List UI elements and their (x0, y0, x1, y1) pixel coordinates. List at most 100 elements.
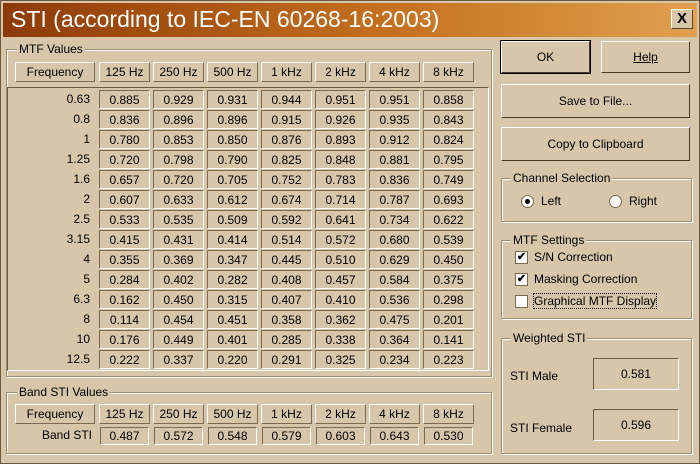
mtf-value-cell: 0.693 (423, 190, 474, 209)
mtf-header-frequency: Frequency (15, 62, 95, 82)
mtf-value-cell: 0.222 (99, 350, 150, 369)
mtf-value-cell: 0.935 (369, 110, 420, 129)
mtf-value-cell: 0.951 (369, 90, 420, 109)
mtf-value-cell: 0.734 (369, 210, 420, 229)
copy-to-clipboard-button[interactable]: Copy to Clipboard (501, 127, 690, 161)
mtf-table[interactable]: 0.63 0.885 0.929 0.931 0.944 0.951 0.951 0.858 0… (7, 87, 489, 371)
frequency-cell: 2 (83, 192, 90, 206)
mtf-value-cell: 0.705 (207, 170, 258, 189)
mtf-value-cell: 0.410 (315, 290, 366, 309)
mtf-value-cell: 0.929 (153, 90, 204, 109)
frequency-cell: 1.25 (66, 152, 90, 166)
mtf-value-cell: 0.220 (207, 350, 258, 369)
band-sti-value-cell: 0.603 (316, 427, 365, 445)
mtf-value-cell: 0.926 (315, 110, 366, 129)
mtf-value-cell: 0.893 (315, 130, 366, 149)
mtf-value-cell: 0.783 (315, 170, 366, 189)
mtf-value-cell: 0.449 (153, 330, 204, 349)
mtf-value-cell: 0.850 (207, 130, 258, 149)
table-row: 1.25 0.720 0.798 0.790 0.825 0.848 0.881 0.795 (8, 150, 486, 171)
mtf-header-4: 1 kHz (261, 62, 312, 82)
right-channel-label[interactable]: Right (629, 194, 658, 208)
mtf-value-cell: 0.858 (423, 90, 474, 109)
frequency-cell: 1.6 (73, 172, 90, 186)
mtf-settings-legend: MTF Settings (511, 233, 587, 247)
mtf-value-cell: 0.885 (99, 90, 150, 109)
left-channel-label[interactable]: Left (541, 194, 562, 208)
mtf-value-cell: 0.401 (207, 330, 258, 349)
channel-selection-legend: Channel Selection (511, 171, 613, 185)
table-row: 2.5 0.533 0.535 0.509 0.592 0.641 0.734 0.622 (8, 210, 486, 231)
mtf-value-cell: 0.291 (261, 350, 312, 369)
weighted-sti-legend: Weighted STI (511, 331, 588, 345)
table-row: 1.6 0.657 0.720 0.705 0.752 0.783 0.836 0.749 (8, 170, 486, 191)
mtf-value-cell: 0.414 (207, 230, 258, 249)
mtf-value-cell: 0.325 (315, 350, 366, 369)
sn-correction-label[interactable]: S/N Correction (534, 250, 613, 264)
masking-correction-checkbox[interactable]: ✔ (515, 273, 528, 286)
mtf-value-cell: 0.364 (369, 330, 420, 349)
frequency-cell: 12.5 (66, 352, 90, 366)
ok-button[interactable]: OK (500, 40, 591, 74)
close-button[interactable]: X (671, 9, 693, 29)
mtf-value-cell: 0.798 (153, 150, 204, 169)
mtf-value-cell: 0.896 (153, 110, 204, 129)
mtf-value-cell: 0.836 (99, 110, 150, 129)
table-row: 0.63 0.885 0.929 0.931 0.944 0.951 0.951 0.858 (8, 90, 486, 111)
mtf-header-3: 500 Hz (207, 62, 258, 82)
frequency-cell: 0.8 (73, 112, 90, 126)
mtf-value-cell: 0.408 (261, 270, 312, 289)
mtf-value-cell: 0.114 (99, 310, 150, 329)
mtf-value-cell: 0.536 (369, 290, 420, 309)
mtf-value-cell: 0.720 (99, 150, 150, 169)
table-row: 4 0.355 0.369 0.347 0.445 0.510 0.629 0.450 (8, 250, 486, 271)
mtf-value-cell: 0.720 (153, 170, 204, 189)
mtf-value-cell: 0.415 (99, 230, 150, 249)
mtf-value-cell: 0.514 (261, 230, 312, 249)
mtf-value-cell: 0.176 (99, 330, 150, 349)
mtf-value-cell: 0.714 (315, 190, 366, 209)
mtf-value-cell: 0.407 (261, 290, 312, 309)
band-header-5: 2 kHz (315, 404, 366, 424)
frequency-cell: 6.3 (73, 292, 90, 306)
frequency-cell: 5 (83, 272, 90, 286)
mtf-value-cell: 0.825 (261, 150, 312, 169)
band-header-3: 500 Hz (207, 404, 258, 424)
mtf-value-cell: 0.674 (261, 190, 312, 209)
frequency-cell: 10 (76, 332, 90, 346)
left-channel-radio[interactable] (521, 195, 534, 208)
mtf-header-6: 4 kHz (369, 62, 420, 82)
mtf-value-cell: 0.795 (423, 150, 474, 169)
frequency-cell: 2.5 (73, 212, 90, 226)
copy-to-clipboard-label: Copy to Clipboard (547, 137, 644, 151)
mtf-value-cell: 0.629 (369, 250, 420, 269)
mtf-value-cell: 0.612 (207, 190, 258, 209)
help-button[interactable]: Help (601, 41, 690, 73)
right-channel-radio[interactable] (609, 195, 622, 208)
mtf-value-cell: 0.539 (423, 230, 474, 249)
masking-correction-label[interactable]: Masking Correction (534, 272, 638, 286)
mtf-value-cell: 0.876 (261, 130, 312, 149)
mtf-value-cell: 0.535 (153, 210, 204, 229)
graphical-mtf-display-checkbox[interactable] (515, 295, 528, 308)
band-header-frequency: Frequency (15, 404, 95, 424)
mtf-value-cell: 0.457 (315, 270, 366, 289)
band-sti-value-cell: 0.548 (208, 427, 257, 445)
band-sti-group (6, 392, 492, 454)
mtf-value-cell: 0.358 (261, 310, 312, 329)
mtf-value-cell: 0.787 (369, 190, 420, 209)
save-to-file-button[interactable]: Save to File... (501, 84, 690, 118)
mtf-value-cell: 0.282 (207, 270, 258, 289)
table-row: 6.3 0.162 0.450 0.315 0.407 0.410 0.536 0.298 (8, 290, 486, 311)
mtf-value-cell: 0.790 (207, 150, 258, 169)
help-button-label: Help (633, 50, 658, 64)
graphical-mtf-display-label[interactable]: Graphical MTF Display (532, 293, 658, 309)
mtf-value-cell: 0.641 (315, 210, 366, 229)
sn-correction-checkbox[interactable]: ✔ (515, 251, 528, 264)
sti-male-label: STI Male (510, 369, 559, 383)
band-sti-value-cell: 0.530 (424, 427, 473, 445)
mtf-value-cell: 0.572 (315, 230, 366, 249)
sti-male-value: 0.581 (593, 358, 679, 390)
mtf-value-cell: 0.338 (315, 330, 366, 349)
band-header-7: 8 kHz (423, 404, 474, 424)
